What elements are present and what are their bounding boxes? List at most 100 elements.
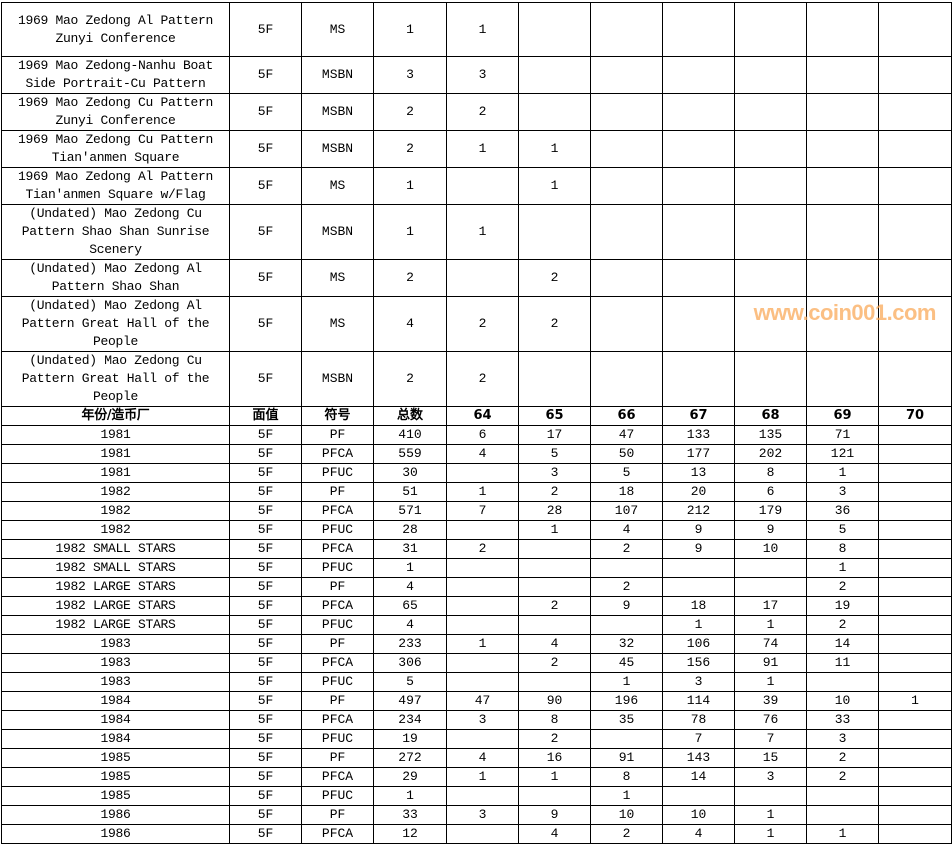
table-row: 1984 5F PFUC 19 2 7 7 3 — [1, 729, 952, 749]
pattern-row: (Undated) Mao Zedong Al Pattern Great Ha… — [1, 296, 952, 352]
cell-total: 559 — [373, 444, 447, 464]
cell-y65: 2 — [518, 729, 591, 749]
cell-total: 2 — [373, 351, 447, 407]
cell-y68: 9 — [734, 520, 807, 540]
cell-y66: 9 — [590, 596, 663, 616]
cell-y64 — [446, 520, 519, 540]
cell-name: 1984 — [1, 710, 230, 730]
table-row: 1985 5F PF 272 4 16 91 143 15 2 — [1, 748, 952, 768]
cell-total: 1 — [373, 2, 447, 57]
cell-face-value: 5F — [229, 425, 302, 445]
cell-y66: 35 — [590, 710, 663, 730]
cell-symbol: PFUC — [301, 786, 374, 806]
cell-face-value: 5F — [229, 748, 302, 768]
cell-name: 1984 — [1, 691, 230, 711]
cell-name: 1981 — [1, 444, 230, 464]
cell-symbol: PF — [301, 691, 374, 711]
cell-y67 — [662, 204, 735, 260]
cell-y65: 1 — [518, 167, 591, 205]
cell-y66: 196 — [590, 691, 663, 711]
table-row: 1984 5F PFCA 234 3 8 35 78 76 33 — [1, 710, 952, 730]
cell-y69: 14 — [806, 634, 879, 654]
cell-y66: 47 — [590, 425, 663, 445]
cell-y69: 2 — [806, 577, 879, 597]
cell-name: 年份/造币厂 — [1, 406, 230, 426]
cell-y66 — [590, 259, 663, 297]
cell-y70: 1 — [878, 691, 952, 711]
cell-y66: 18 — [590, 482, 663, 502]
cell-face-value: 5F — [229, 577, 302, 597]
cell-name: 1969 Mao Zedong Cu Pattern Zunyi Confere… — [1, 93, 230, 131]
cell-symbol: PFUC — [301, 558, 374, 578]
cell-y70 — [878, 824, 952, 844]
cell-y69: 1 — [806, 463, 879, 483]
cell-name: 1982 — [1, 482, 230, 502]
cell-face-value: 5F — [229, 167, 302, 205]
pattern-row: 1969 Mao Zedong-Nanhu Boat Side Portrait… — [1, 56, 952, 94]
cell-y66 — [590, 2, 663, 57]
cell-name: 1981 — [1, 463, 230, 483]
cell-y66 — [590, 93, 663, 131]
cell-y65: 2 — [518, 296, 591, 352]
header-row: 年份/造币厂 面值 符号 总数 64 65 66 67 68 69 70 — [1, 406, 952, 426]
cell-y69: 2 — [806, 767, 879, 787]
table-row: 1982 5F PF 51 1 2 18 20 6 3 — [1, 482, 952, 502]
cell-y64: 64 — [446, 406, 519, 426]
cell-symbol: PF — [301, 634, 374, 654]
cell-y66: 107 — [590, 501, 663, 521]
cell-total: 30 — [373, 463, 447, 483]
cell-y70 — [878, 805, 952, 825]
cell-symbol: PFCA — [301, 501, 374, 521]
cell-symbol: PFCA — [301, 653, 374, 673]
cell-name: 1982 LARGE STARS — [1, 615, 230, 635]
cell-y70 — [878, 444, 952, 464]
cell-face-value: 5F — [229, 824, 302, 844]
table-row: 1983 5F PFUC 5 1 3 1 — [1, 672, 952, 692]
cell-y68 — [734, 167, 807, 205]
cell-y68: 15 — [734, 748, 807, 768]
cell-y64: 1 — [446, 204, 519, 260]
cell-y65 — [518, 577, 591, 597]
cell-y65 — [518, 615, 591, 635]
cell-total: 410 — [373, 425, 447, 445]
cell-y67: 143 — [662, 748, 735, 768]
cell-y66: 50 — [590, 444, 663, 464]
pattern-row: 1969 Mao Zedong Cu Pattern Tian'anmen Sq… — [1, 130, 952, 168]
cell-y66 — [590, 351, 663, 407]
cell-y68 — [734, 130, 807, 168]
cell-face-value: 5F — [229, 672, 302, 692]
cell-y64 — [446, 615, 519, 635]
cell-total: 306 — [373, 653, 447, 673]
cell-y68: 68 — [734, 406, 807, 426]
cell-y64 — [446, 167, 519, 205]
cell-name: 1969 Mao Zedong-Nanhu Boat Side Portrait… — [1, 56, 230, 94]
cell-y68 — [734, 259, 807, 297]
cell-y68: 17 — [734, 596, 807, 616]
cell-y65 — [518, 2, 591, 57]
table-row: 1985 5F PFCA 29 1 1 8 14 3 2 — [1, 767, 952, 787]
cell-y66: 2 — [590, 539, 663, 559]
cell-y64: 1 — [446, 634, 519, 654]
cell-total: 2 — [373, 130, 447, 168]
cell-y64: 6 — [446, 425, 519, 445]
cell-name: (Undated) Mao Zedong Cu Pattern Shao Sha… — [1, 204, 230, 260]
cell-y69: 2 — [806, 615, 879, 635]
cell-y68 — [734, 2, 807, 57]
cell-y70 — [878, 615, 952, 635]
cell-y65 — [518, 558, 591, 578]
cell-total: 497 — [373, 691, 447, 711]
cell-symbol: PF — [301, 425, 374, 445]
cell-y69 — [806, 204, 879, 260]
cell-y69: 2 — [806, 748, 879, 768]
cell-y65: 90 — [518, 691, 591, 711]
cell-y69 — [806, 93, 879, 131]
cell-y69: 5 — [806, 520, 879, 540]
cell-total: 233 — [373, 634, 447, 654]
cell-y65: 9 — [518, 805, 591, 825]
cell-y70 — [878, 259, 952, 297]
cell-y66 — [590, 204, 663, 260]
cell-symbol: PFCA — [301, 596, 374, 616]
cell-total: 2 — [373, 93, 447, 131]
cell-symbol: PFCA — [301, 767, 374, 787]
